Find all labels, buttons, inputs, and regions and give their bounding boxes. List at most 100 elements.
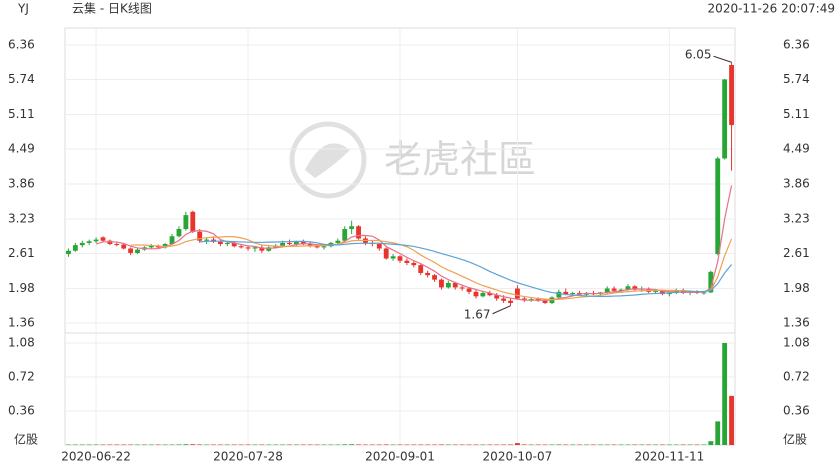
candle-body (148, 245, 154, 248)
volume-bar (307, 444, 313, 446)
candle-body (266, 247, 272, 251)
volume-bar (549, 444, 555, 446)
candle-body (459, 287, 465, 289)
volume-bar (245, 444, 251, 446)
candle-body (501, 298, 507, 301)
candle-body (542, 300, 548, 303)
candle-body (356, 226, 361, 239)
volume-bar (321, 444, 327, 446)
volume-bar (563, 444, 569, 446)
volume-bar (604, 444, 610, 446)
volume-tick-label: 0.36 (783, 404, 810, 418)
volume-bar (708, 441, 714, 445)
y-tick-label: 4.49 (783, 141, 810, 155)
candle-body (729, 65, 734, 126)
volume-bar (729, 395, 734, 445)
candle-body (390, 256, 396, 259)
volume-bar (66, 444, 71, 446)
volume-bar (432, 444, 437, 446)
volume-bar (349, 444, 355, 445)
volume-bar (300, 444, 306, 446)
volume-tick-label: 0.72 (783, 370, 810, 384)
volume-bar (252, 444, 258, 446)
candle-body (528, 299, 534, 301)
volume-bar (556, 444, 562, 445)
volume-bar (459, 444, 465, 446)
volume-bar (93, 444, 99, 446)
y-tick-label: 3.23 (783, 212, 810, 226)
candle-body (418, 265, 424, 273)
candle-body (114, 244, 120, 246)
volume-bar (452, 444, 458, 446)
candle-body (128, 248, 134, 253)
candle-body (480, 292, 486, 297)
y-tick-label: 6.36 (8, 38, 35, 52)
volume-bar (687, 444, 693, 446)
volume-bar (287, 444, 292, 446)
max-annotation: 6.05 (685, 48, 712, 62)
candle-body (445, 282, 451, 288)
candle-body (556, 291, 562, 298)
candle-body (252, 247, 258, 249)
volume-bar (397, 444, 403, 446)
volume-bar (590, 444, 596, 446)
volume-bar (142, 444, 147, 446)
volume-bar (273, 444, 279, 446)
candle-body (307, 244, 313, 247)
volume-tick-label: 1.08 (783, 336, 810, 350)
candle-body (570, 292, 576, 295)
volume-tick-label: 0.36 (8, 404, 35, 418)
candle-body (335, 240, 341, 243)
annotation-leader (713, 55, 732, 63)
volume-bar (197, 444, 203, 445)
candle-body (66, 250, 71, 255)
candle-body (508, 300, 513, 303)
candle-body (411, 262, 417, 266)
candle-body (280, 242, 285, 246)
candle-body (79, 242, 85, 246)
moving-average (130, 235, 733, 301)
candle-body (494, 295, 500, 299)
volume-bar (383, 444, 389, 445)
volume-bar (597, 444, 603, 446)
volume-bar (328, 444, 334, 446)
volume-bar (666, 444, 672, 446)
candle-body (293, 241, 299, 245)
candle-body (376, 244, 382, 249)
volume-bar (162, 444, 168, 446)
candle-body (701, 292, 707, 294)
volume-bar (722, 343, 728, 445)
y-tick-label: 5.74 (783, 72, 810, 86)
volume-bar (466, 444, 472, 446)
volume-bar (611, 444, 617, 446)
volume-bar (570, 444, 576, 446)
candle-body (632, 286, 638, 290)
min-annotation: 1.67 (464, 307, 491, 321)
candle-body (383, 248, 389, 259)
candle-body (162, 244, 168, 248)
candle-body (715, 158, 721, 255)
volume-bar (521, 444, 527, 445)
volume-bar (280, 444, 285, 446)
y-tick-label: 5.11 (8, 107, 35, 121)
volume-bar (72, 444, 78, 446)
candle-body (100, 237, 106, 241)
volume-bar (653, 444, 658, 446)
volume-bar (639, 444, 645, 446)
x-tick-label: 2020-06-22 (61, 450, 131, 464)
candle-body (183, 215, 189, 230)
volume-bar (155, 444, 161, 446)
candle-body (452, 282, 458, 288)
volume-bar (183, 444, 189, 445)
annotation-leader (492, 305, 511, 315)
candle-body (660, 290, 665, 295)
volume-bar (363, 444, 368, 446)
volume-bar (501, 444, 507, 446)
volume-bar (660, 444, 665, 446)
candle-body (397, 256, 403, 261)
candle-body (618, 289, 624, 291)
candle-body (314, 246, 320, 248)
volume-bar (376, 444, 382, 446)
candle-body (666, 292, 672, 295)
